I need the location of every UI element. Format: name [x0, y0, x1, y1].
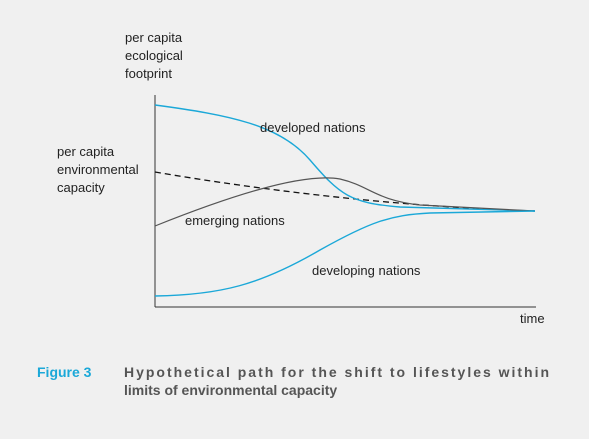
capacity-label: environmental — [57, 162, 139, 177]
developing-curve — [154, 210, 536, 297]
figure-number: Figure 3 — [37, 364, 92, 380]
y-axis-label: footprint — [125, 66, 172, 81]
curve-label: emerging nations — [185, 213, 285, 228]
emerging-curve — [154, 177, 536, 227]
curve-label: developed nations — [260, 120, 366, 135]
caption-line: limits of environmental capacity — [124, 382, 337, 398]
caption-line: Hypothetical path for the shift to lifes… — [124, 364, 549, 380]
developed-curve — [154, 104, 536, 212]
x-axis-label: time — [520, 311, 545, 326]
capacity-label: capacity — [57, 180, 105, 195]
y-axis-label: per capita — [125, 30, 183, 45]
capacity-label: per capita — [57, 144, 115, 159]
curve-label: developing nations — [312, 263, 421, 278]
y-axis-label: ecological — [125, 48, 183, 63]
capacity-curve — [154, 171, 536, 212]
axes — [154, 95, 536, 308]
